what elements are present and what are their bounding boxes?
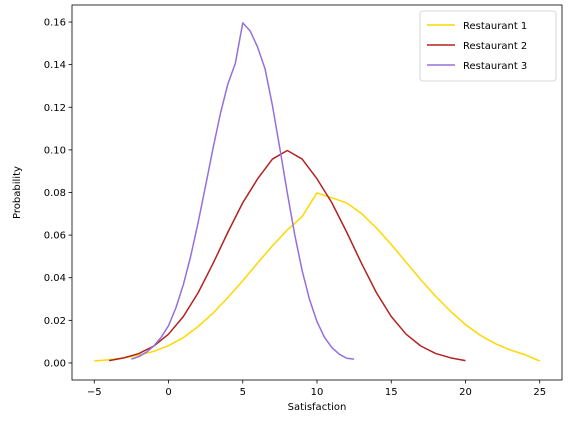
x-tick-label: 15 bbox=[385, 387, 398, 398]
series-line-1 bbox=[94, 192, 541, 362]
y-tick-label: 0.00 bbox=[44, 358, 66, 369]
y-tick-label: 0.12 bbox=[44, 103, 66, 114]
legend-label: Restaurant 1 bbox=[463, 21, 527, 32]
x-tick-label: 0 bbox=[165, 387, 171, 398]
y-tick-label: 0.04 bbox=[44, 273, 66, 284]
x-tick-label: 5 bbox=[240, 387, 246, 398]
y-tick-label: 0.08 bbox=[44, 188, 66, 199]
series-line-2 bbox=[108, 149, 466, 362]
series-line-3 bbox=[131, 22, 355, 360]
legend: Restaurant 1 Restaurant 2 Restaurant 3 bbox=[419, 10, 557, 82]
y-tick-label: 0.02 bbox=[44, 316, 66, 327]
legend-label: Restaurant 2 bbox=[463, 41, 527, 52]
legend-box bbox=[419, 10, 557, 82]
x-tick-label: 10 bbox=[311, 387, 324, 398]
y-tick-label: 0.16 bbox=[44, 18, 66, 29]
y-tick-label: 0.10 bbox=[44, 145, 66, 156]
y-tick-label: 0.06 bbox=[44, 231, 66, 242]
y-axis-label: Probability bbox=[12, 166, 23, 219]
plot-area bbox=[94, 22, 541, 362]
legend-label: Restaurant 3 bbox=[463, 61, 527, 72]
x-tick-label: 25 bbox=[533, 387, 546, 398]
x-axis-label: Satisfaction bbox=[288, 402, 347, 413]
y-tick-label: 0.14 bbox=[44, 60, 66, 71]
axes: −5 0 5 10 15 20 25 0.00 0.02 0.04 0.06 0.08 0.10 0.12… bbox=[44, 4, 563, 398]
x-tick-label: −5 bbox=[87, 387, 102, 398]
x-tick-label: 20 bbox=[459, 387, 472, 398]
